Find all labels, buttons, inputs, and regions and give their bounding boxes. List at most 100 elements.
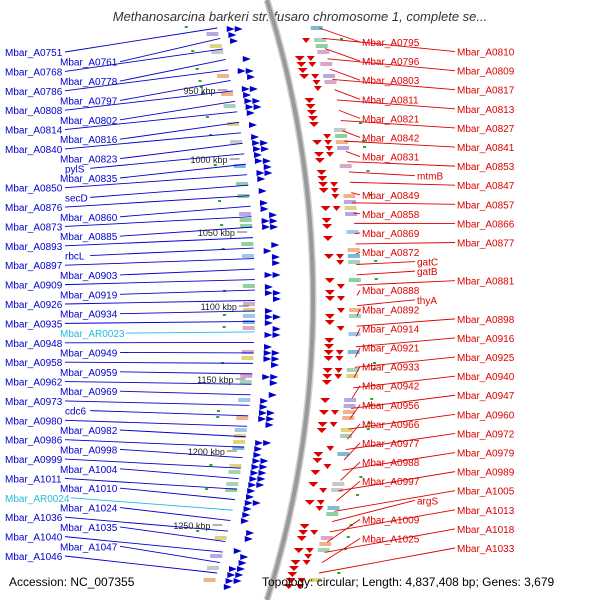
plus-strand-gene-arrow: [249, 476, 258, 482]
plus-strand-gene-arrow: [271, 254, 280, 260]
plus-strand-gene-arrow: [261, 146, 270, 152]
leader-line: [327, 58, 456, 72]
leader-line: [119, 429, 246, 438]
gene-label: Mbar_A0903: [60, 271, 118, 282]
plus-strand-gene-arrow: [256, 170, 265, 176]
leader-line: [119, 390, 251, 396]
gene-label: Mbar_A0897: [5, 261, 63, 272]
leader-line: [356, 318, 456, 327]
leader-line: [119, 526, 226, 543]
gene-label: Mbar_A0797: [60, 96, 118, 107]
plus-strand-annotation-tile: [214, 536, 227, 540]
minus-strand-gene-arrow: [318, 182, 329, 187]
plus-strand-gene-arrow: [272, 332, 281, 338]
plus-strand-gene-arrow: [264, 332, 273, 338]
gene-label: gatC: [417, 258, 438, 269]
outer-mark: [199, 86, 203, 88]
leader-line: [64, 478, 237, 490]
minus-strand-gene-arrow: [312, 140, 323, 145]
plus-strand-gene-arrow: [253, 104, 262, 110]
leader-line: [119, 226, 253, 237]
minus-strand-gene-arrow: [329, 422, 338, 427]
leader-line: [64, 258, 255, 266]
plus-strand-gene-arrow: [260, 398, 269, 404]
outer-mark: [340, 38, 344, 40]
leader-line: [324, 528, 456, 553]
minus-strand-annotation-tile: [309, 578, 322, 582]
gene-label: Mbar_A0872: [362, 248, 420, 259]
gene-label: Mbar_A0808: [5, 106, 63, 117]
gene-label: Mbar_A0909: [5, 281, 63, 292]
outer-mark: [362, 140, 366, 142]
plus-strand-annotation-tile: [239, 218, 252, 222]
gene-label: Mbar_A0816: [60, 135, 118, 146]
gene-label: Mbar_A0768: [5, 67, 63, 78]
kbp-tick-label: 1250 kbp: [173, 521, 210, 531]
gene-label: Mbar_A0866: [457, 219, 515, 230]
leader-line: [340, 461, 361, 481]
plus-strand-gene-arrow: [271, 362, 280, 368]
plus-strand-annotation-tile: [226, 482, 239, 486]
minus-strand-gene-arrow: [323, 464, 332, 469]
gene-label: Mbar_A0982: [60, 426, 118, 437]
gene-label: Mbar_A0831: [362, 153, 420, 164]
plus-strand-gene-arrow: [233, 578, 242, 584]
minus-strand-gene-arrow: [298, 530, 309, 535]
minus-strand-annotation-tile: [332, 482, 345, 486]
minus-strand-annotation-tile: [346, 374, 359, 378]
minus-strand-annotation-tile: [342, 416, 355, 420]
plus-strand-gene-arrow: [248, 482, 257, 488]
leader-line: [354, 356, 456, 368]
gene-label: Mbar_A1013: [457, 506, 515, 517]
gene-label: Mbar_A1024: [60, 504, 118, 515]
gene-label: Mbar_A0810: [457, 48, 515, 59]
gene-label: Mbar_A1005: [457, 487, 515, 498]
gene-label: Mbar_A0979: [457, 449, 515, 460]
minus-strand-gene-arrow: [324, 296, 335, 301]
minus-strand-annotation-tile: [348, 278, 361, 282]
gene-label: Mbar_A0778: [60, 77, 118, 88]
plus-strand-gene-arrow: [258, 416, 267, 422]
outer-mark: [216, 410, 220, 412]
plus-strand-annotation-tile: [236, 182, 249, 186]
leader-line: [119, 100, 236, 121]
leader-line: [90, 184, 249, 198]
minus-strand-gene-arrow: [334, 374, 343, 379]
minus-strand-annotation-tile: [310, 26, 323, 30]
leader-line: [349, 404, 361, 420]
gene-label: thyA: [417, 296, 437, 307]
minus-strand-gene-arrow: [324, 320, 335, 325]
plus-strand-gene-arrow: [253, 152, 262, 158]
gene-label: Mbar_A0934: [60, 310, 118, 321]
outer-mark: [369, 404, 373, 406]
minus-strand-annotation-tile: [342, 410, 355, 414]
minus-strand-gene-arrow: [299, 524, 310, 529]
plus-strand-annotation-tile: [239, 212, 252, 216]
minus-strand-gene-arrow: [323, 134, 332, 139]
leader-line: [64, 132, 241, 150]
leader-line: [355, 242, 456, 245]
plus-strand-annotation-tile: [242, 284, 255, 288]
outer-mark: [366, 170, 370, 172]
plus-strand-annotation-tile: [242, 314, 255, 318]
minus-strand-gene-arrow: [313, 152, 324, 157]
leader-line: [64, 321, 255, 324]
minus-strand-annotation-tile: [348, 308, 361, 312]
plus-strand-gene-arrow: [266, 410, 275, 416]
plus-strand-gene-arrow: [254, 158, 263, 164]
plus-strand-gene-arrow: [253, 146, 262, 152]
gene-label: Mbar_A0786: [5, 87, 63, 98]
outer-mark: [205, 488, 209, 490]
gene-label: Mbar_A0888: [362, 286, 420, 297]
leader-line: [64, 90, 233, 111]
plus-strand-gene-arrow: [269, 218, 278, 224]
plus-strand-gene-arrow: [252, 500, 261, 506]
plus-strand-gene-arrow: [238, 560, 247, 566]
leader-line: [345, 432, 456, 451]
minus-strand-annotation-tile: [331, 488, 344, 492]
minus-strand-gene-arrow: [304, 500, 315, 505]
minus-strand-gene-arrow: [322, 368, 333, 373]
minus-strand-annotation-tile: [315, 44, 328, 48]
topology-text: Topology: circular; Length: 4,837,408 bp…: [262, 575, 555, 589]
plus-strand-gene-arrow: [272, 260, 281, 266]
